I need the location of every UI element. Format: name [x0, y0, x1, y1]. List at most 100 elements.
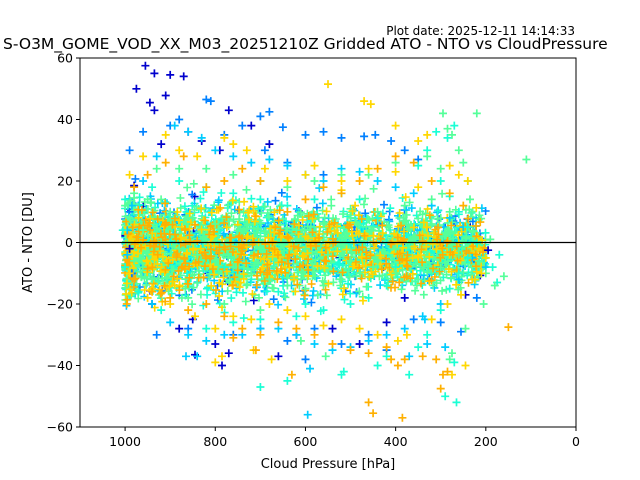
scatter-point	[420, 315, 429, 324]
scatter-point	[256, 177, 265, 185]
scatter-point	[355, 177, 364, 185]
scatter-point	[301, 130, 310, 139]
scatter-point	[423, 340, 432, 348]
scatter-point	[400, 324, 409, 333]
scatter-point	[202, 95, 211, 104]
x-tick-label: 800	[203, 434, 227, 449]
scatter-point	[457, 290, 465, 299]
y-tick-label: 20	[57, 174, 73, 189]
scatter-point	[274, 287, 283, 296]
scatter-point	[152, 152, 161, 161]
scatter-point	[445, 284, 454, 293]
scatter-point	[355, 167, 364, 176]
scatter-point	[184, 306, 193, 315]
scatter-point	[191, 312, 199, 321]
scatter-point	[364, 336, 373, 345]
scatter-point	[402, 330, 411, 339]
scatter-point	[166, 293, 175, 302]
scatter-point	[125, 213, 134, 222]
scatter-point	[127, 201, 136, 210]
scatter-point	[391, 121, 400, 130]
scatter-point	[373, 330, 382, 339]
scatter-point	[161, 130, 170, 139]
scatter-point	[448, 349, 456, 358]
scatter-point	[321, 352, 330, 361]
scatter-point	[274, 318, 283, 327]
scatter-point	[423, 330, 432, 339]
scatter-point	[414, 275, 423, 284]
scatter-point	[448, 130, 456, 139]
scatter-point	[175, 146, 184, 155]
scatter-point	[202, 183, 211, 192]
scatter-point	[454, 250, 463, 259]
scatter-point	[364, 398, 373, 407]
scatter-point	[369, 263, 378, 272]
scatter-point	[292, 312, 301, 321]
scatter-point	[143, 293, 152, 302]
scatter-point	[479, 300, 488, 308]
scatter-point	[371, 130, 380, 139]
scatter-point	[292, 226, 301, 235]
scatter-point	[175, 324, 184, 333]
y-tick-label: −60	[47, 420, 73, 435]
scatter-point	[118, 226, 127, 235]
scatter-point	[414, 161, 423, 170]
x-tick-label: 600	[294, 434, 318, 449]
scatter-point	[369, 409, 378, 418]
scatter-point	[247, 121, 256, 130]
y-tick-label: −40	[47, 358, 73, 373]
y-tick-label: 40	[57, 112, 73, 127]
scatter-point	[459, 158, 468, 167]
scatter-point	[182, 352, 190, 361]
scatter-point	[400, 355, 409, 364]
scatter-point	[283, 161, 292, 170]
scatter-point	[152, 164, 161, 173]
scatter-point	[450, 358, 459, 367]
scatter-point	[337, 340, 346, 348]
scatter-point	[324, 250, 332, 259]
scatter-point	[355, 340, 364, 348]
scatter-point	[287, 370, 296, 379]
scatter-point	[211, 324, 220, 333]
scatter-point	[143, 170, 152, 179]
scatter-point	[387, 137, 396, 145]
scatter-point	[490, 281, 499, 290]
scatter-point	[391, 183, 400, 192]
x-axis-ticks: 1000 800 600 400 200 0	[109, 427, 580, 449]
scatter-point	[206, 97, 215, 106]
scatter-point	[141, 61, 150, 70]
scatter-point	[337, 133, 346, 142]
scatter-point	[220, 330, 229, 339]
scatter-point	[423, 152, 432, 161]
scatter-point	[260, 146, 269, 155]
scatter-point	[130, 183, 139, 192]
scatter-point	[267, 355, 276, 364]
x-tick-label: 200	[474, 434, 498, 449]
scatter-point	[218, 352, 226, 361]
scatter-point	[301, 312, 310, 321]
scatter-point	[306, 364, 314, 373]
scatter-point	[220, 177, 229, 185]
scatter-point	[301, 195, 310, 204]
scatter-point	[436, 263, 445, 272]
scatter-point	[125, 146, 134, 155]
scatter-point	[319, 321, 328, 330]
scatter-point	[373, 164, 382, 173]
scatter-point	[409, 232, 418, 241]
scatter-point	[339, 367, 348, 376]
scatter-point	[382, 318, 391, 327]
scatter-point	[139, 177, 148, 185]
scatter-point	[346, 213, 355, 222]
scatter-point	[461, 361, 470, 370]
scatter-point	[274, 352, 283, 361]
scatter-point	[445, 207, 454, 216]
scatter-point	[265, 155, 274, 164]
scatter-point	[229, 170, 238, 179]
scatter-point	[450, 121, 459, 130]
scatter-point	[418, 352, 427, 361]
scatter-point	[461, 324, 470, 333]
scatter-point	[188, 213, 197, 222]
scatter-point	[283, 177, 292, 185]
scatter-point	[197, 133, 206, 142]
